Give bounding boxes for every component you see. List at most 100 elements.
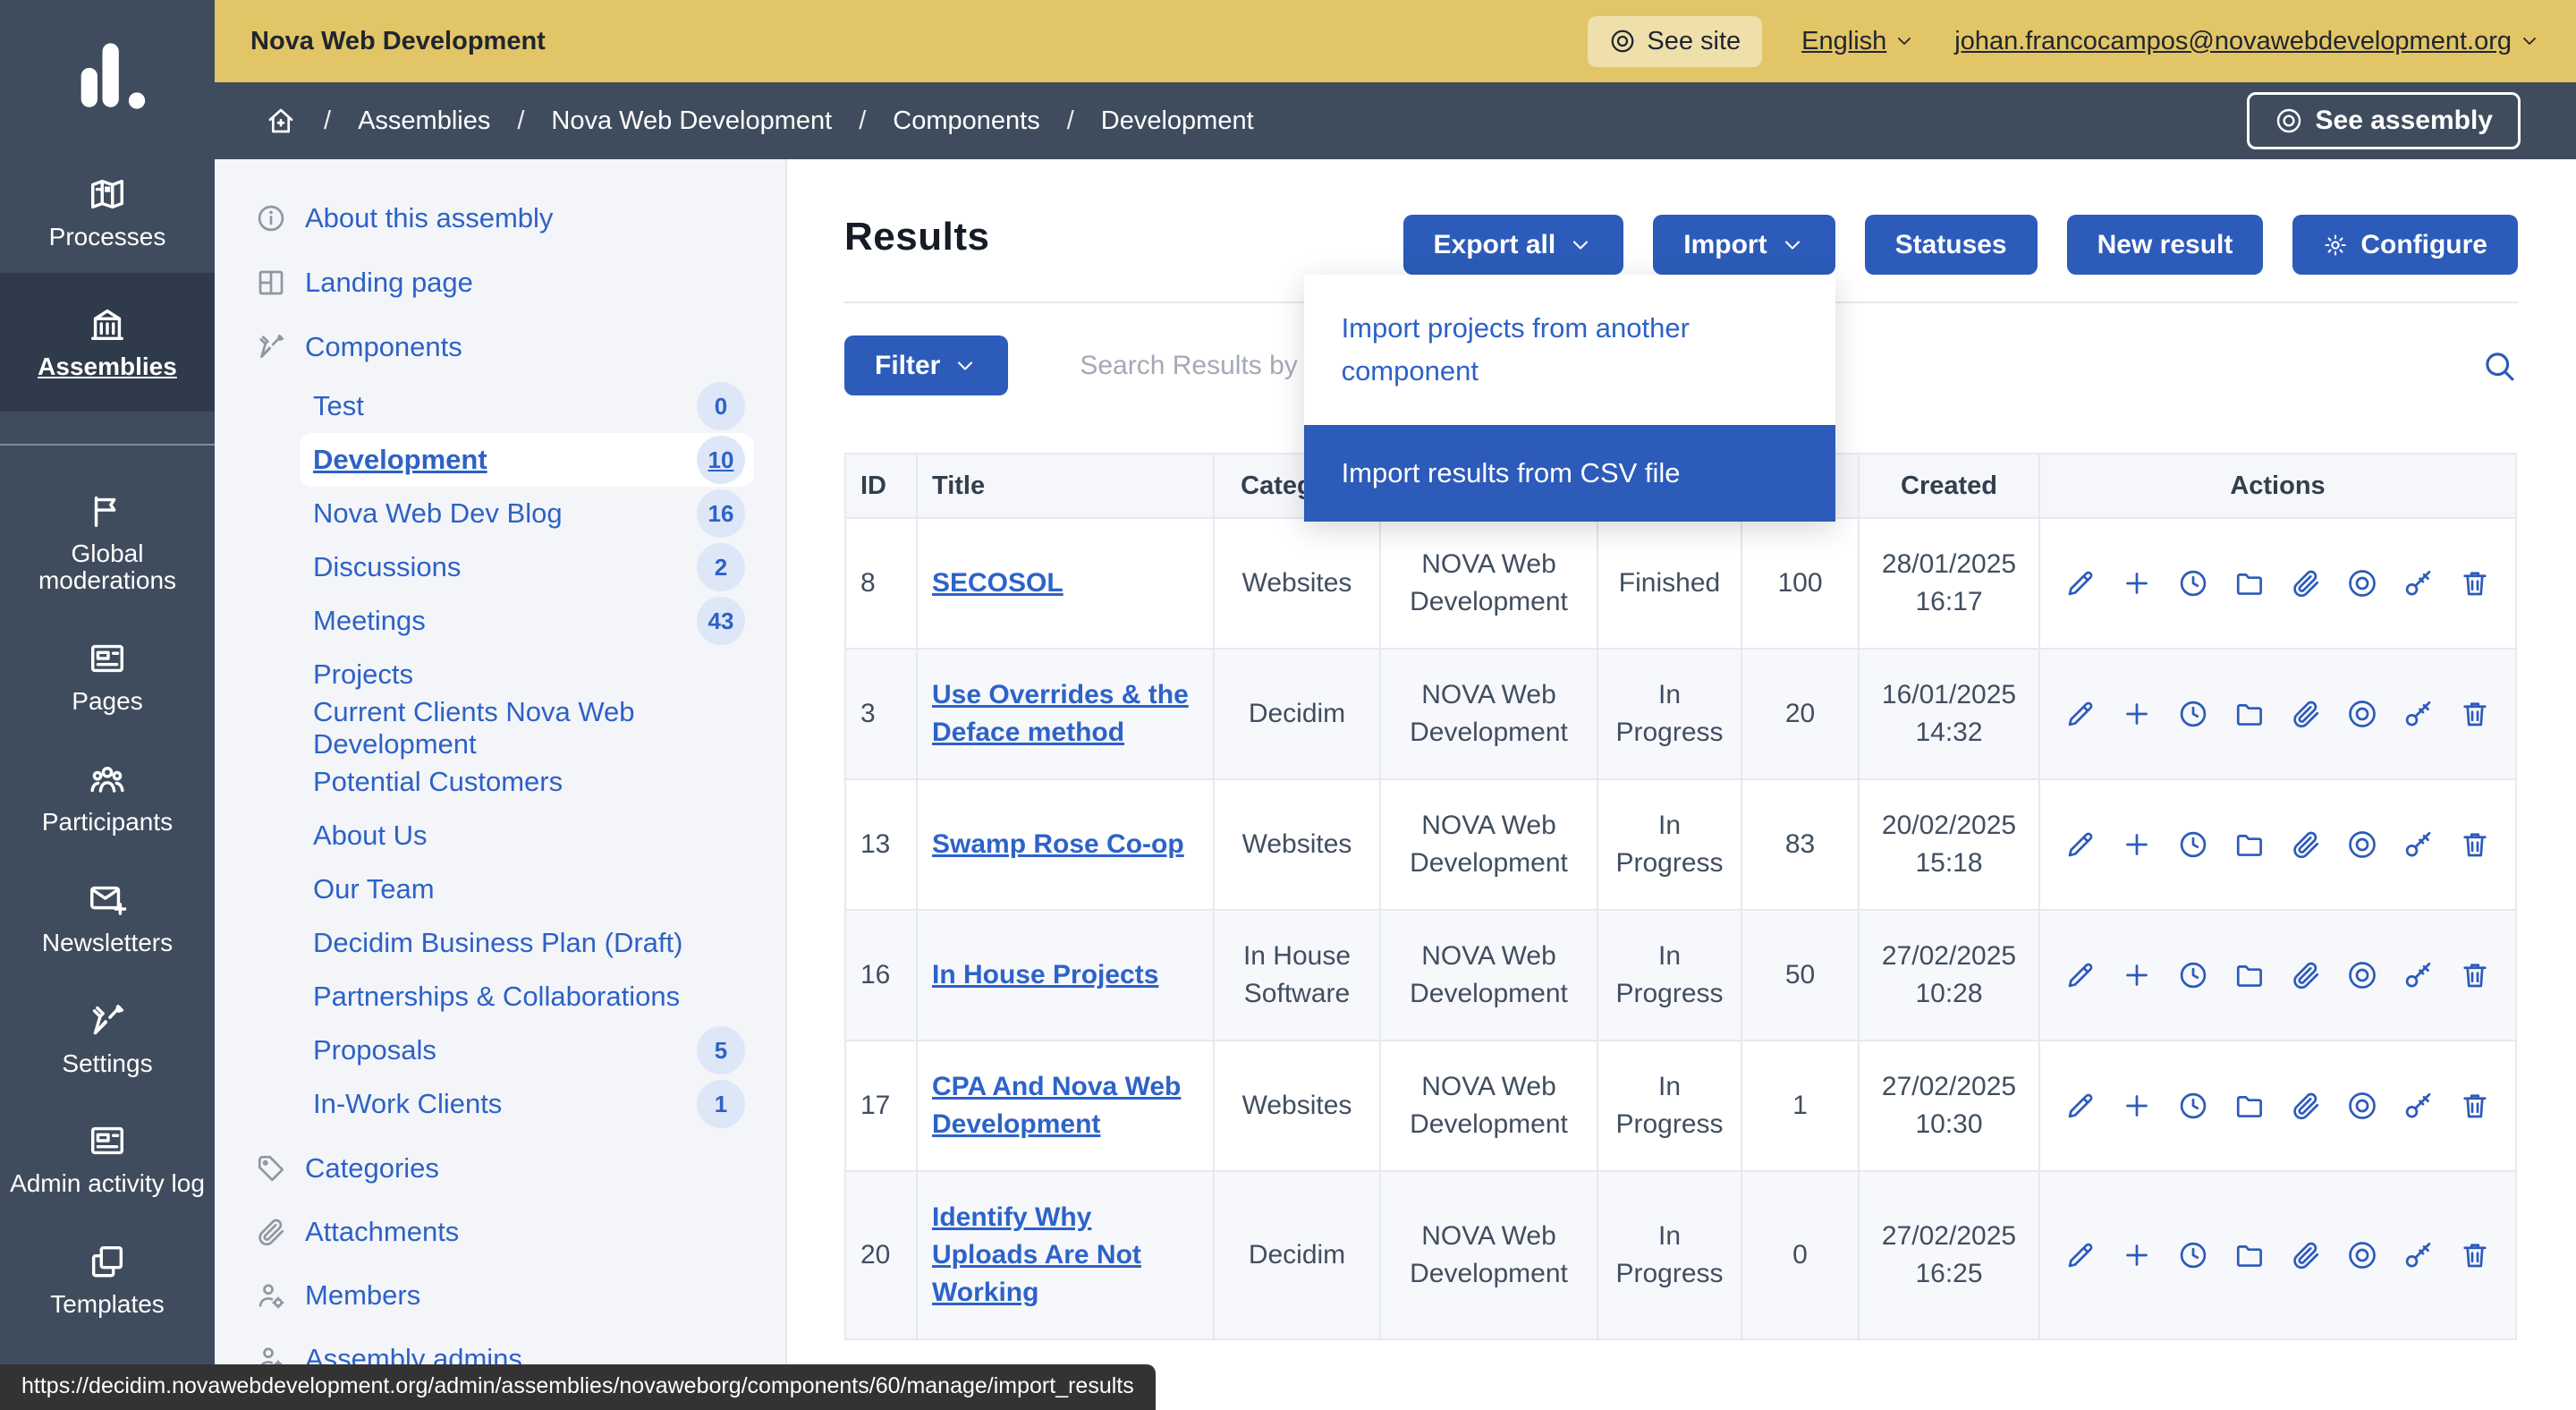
- component-list-item[interactable]: Partnerships & Collaborations: [215, 970, 754, 1024]
- delete-trash-icon[interactable]: [2459, 828, 2491, 861]
- preview-eye-icon[interactable]: [2346, 828, 2378, 861]
- delete-trash-icon[interactable]: [2459, 959, 2491, 991]
- sidebar-item-landing-page[interactable]: Landing page: [215, 251, 785, 315]
- attachments-paperclip-icon[interactable]: [2290, 1090, 2322, 1122]
- sidebar-item-newsletters[interactable]: Newsletters: [0, 858, 215, 979]
- permissions-key-icon[interactable]: [2402, 828, 2435, 861]
- column-header-created[interactable]: Created: [1859, 454, 2039, 518]
- history-clock-icon[interactable]: [2177, 698, 2209, 730]
- component-list-item[interactable]: Current Clients Nova Web Development: [215, 701, 754, 755]
- statuses-button[interactable]: Statuses: [1865, 215, 2038, 275]
- delete-trash-icon[interactable]: [2459, 698, 2491, 730]
- component-list-item[interactable]: Proposals 5: [215, 1024, 754, 1077]
- configure-button[interactable]: Configure: [2292, 215, 2518, 275]
- result-title-link[interactable]: In House Projects: [932, 960, 1158, 990]
- export-all-button[interactable]: Export all: [1403, 215, 1624, 275]
- preview-eye-icon[interactable]: [2346, 567, 2378, 599]
- attachments-paperclip-icon[interactable]: [2290, 828, 2322, 861]
- sidebar-item-settings[interactable]: Settings: [0, 979, 215, 1100]
- folder-icon[interactable]: [2233, 1090, 2266, 1122]
- sidebar-item-pages[interactable]: Pages: [0, 616, 215, 737]
- folder-icon[interactable]: [2233, 698, 2266, 730]
- add-plus-icon[interactable]: [2121, 1239, 2153, 1271]
- sidebar-item-templates[interactable]: Templates: [0, 1219, 215, 1340]
- component-list-item[interactable]: Our Team: [215, 862, 754, 916]
- sidebar-item-members[interactable]: Members: [215, 1263, 785, 1327]
- breadcrumb-item-components[interactable]: Components: [893, 106, 1039, 136]
- sidebar-item-admin-activity-log[interactable]: Admin activity log: [0, 1099, 215, 1219]
- home-icon[interactable]: [265, 105, 297, 137]
- org-logo[interactable]: [0, 0, 215, 152]
- component-list-item[interactable]: About Us: [215, 809, 754, 862]
- component-list-item[interactable]: Development 10: [300, 433, 754, 487]
- component-list-item[interactable]: Potential Customers: [215, 755, 754, 809]
- permissions-key-icon[interactable]: [2402, 959, 2435, 991]
- edit-pencil-icon[interactable]: [2064, 567, 2097, 599]
- result-title-link[interactable]: Swamp Rose Co-op: [932, 829, 1184, 859]
- edit-pencil-icon[interactable]: [2064, 698, 2097, 730]
- column-header-id[interactable]: ID: [845, 454, 917, 518]
- result-title-link[interactable]: Identify Why Uploads Are Not Working: [932, 1202, 1141, 1307]
- user-menu[interactable]: johan.francocampos@novawebdevelopment.or…: [1954, 27, 2540, 56]
- result-title-link[interactable]: Use Overrides & the Deface method: [932, 680, 1189, 747]
- preview-eye-icon[interactable]: [2346, 1090, 2378, 1122]
- filter-button[interactable]: Filter: [844, 336, 1008, 395]
- history-clock-icon[interactable]: [2177, 959, 2209, 991]
- attachments-paperclip-icon[interactable]: [2290, 698, 2322, 730]
- history-clock-icon[interactable]: [2177, 828, 2209, 861]
- history-clock-icon[interactable]: [2177, 1090, 2209, 1122]
- permissions-key-icon[interactable]: [2402, 698, 2435, 730]
- component-list-item[interactable]: Test 0: [215, 379, 754, 433]
- sidebar-item-categories[interactable]: Categories: [215, 1136, 785, 1200]
- history-clock-icon[interactable]: [2177, 1239, 2209, 1271]
- component-list-item[interactable]: Discussions 2: [215, 540, 754, 594]
- edit-pencil-icon[interactable]: [2064, 1239, 2097, 1271]
- result-title-link[interactable]: SECOSOL: [932, 568, 1063, 598]
- attachments-paperclip-icon[interactable]: [2290, 959, 2322, 991]
- add-plus-icon[interactable]: [2121, 828, 2153, 861]
- menu-item-import-results-csv[interactable]: Import results from CSV file: [1304, 425, 1835, 522]
- breadcrumb-item-assemblies[interactable]: Assemblies: [358, 106, 490, 136]
- component-list-item[interactable]: Meetings 43: [215, 594, 754, 648]
- folder-icon[interactable]: [2233, 959, 2266, 991]
- delete-trash-icon[interactable]: [2459, 1239, 2491, 1271]
- permissions-key-icon[interactable]: [2402, 1239, 2435, 1271]
- attachments-paperclip-icon[interactable]: [2290, 567, 2322, 599]
- breadcrumb-item-development[interactable]: Development: [1101, 106, 1254, 136]
- language-selector[interactable]: English: [1801, 27, 1915, 56]
- add-plus-icon[interactable]: [2121, 1090, 2153, 1122]
- permissions-key-icon[interactable]: [2402, 1090, 2435, 1122]
- sidebar-item-about-assembly[interactable]: About this assembly: [215, 186, 785, 251]
- menu-item-import-projects[interactable]: Import projects from another component: [1304, 275, 1835, 425]
- add-plus-icon[interactable]: [2121, 959, 2153, 991]
- sidebar-item-assemblies[interactable]: Assemblies: [0, 273, 215, 412]
- add-plus-icon[interactable]: [2121, 567, 2153, 599]
- delete-trash-icon[interactable]: [2459, 567, 2491, 599]
- attachments-paperclip-icon[interactable]: [2290, 1239, 2322, 1271]
- folder-icon[interactable]: [2233, 567, 2266, 599]
- component-list-item[interactable]: Decidim Business Plan (Draft): [215, 916, 754, 970]
- permissions-key-icon[interactable]: [2402, 567, 2435, 599]
- sidebar-item-participants[interactable]: Participants: [0, 737, 215, 858]
- folder-icon[interactable]: [2233, 828, 2266, 861]
- see-assembly-button[interactable]: See assembly: [2247, 92, 2521, 149]
- new-result-button[interactable]: New result: [2067, 215, 2264, 275]
- folder-icon[interactable]: [2233, 1239, 2266, 1271]
- sidebar-item-processes[interactable]: Processes: [0, 152, 215, 273]
- add-plus-icon[interactable]: [2121, 698, 2153, 730]
- sidebar-item-attachments[interactable]: Attachments: [215, 1200, 785, 1263]
- search-icon[interactable]: [2480, 347, 2518, 385]
- history-clock-icon[interactable]: [2177, 567, 2209, 599]
- see-site-button[interactable]: See site: [1588, 16, 1762, 67]
- result-title-link[interactable]: CPA And Nova Web Development: [932, 1072, 1181, 1139]
- component-list-item[interactable]: Nova Web Dev Blog 16: [215, 487, 754, 540]
- column-header-title[interactable]: Title: [917, 454, 1214, 518]
- edit-pencil-icon[interactable]: [2064, 1090, 2097, 1122]
- sidebar-item-global-moderations[interactable]: Global moderations: [0, 469, 215, 617]
- breadcrumb-item-assembly[interactable]: Nova Web Development: [551, 106, 832, 136]
- delete-trash-icon[interactable]: [2459, 1090, 2491, 1122]
- sidebar-item-components[interactable]: Components: [215, 315, 785, 379]
- preview-eye-icon[interactable]: [2346, 1239, 2378, 1271]
- preview-eye-icon[interactable]: [2346, 698, 2378, 730]
- import-button[interactable]: Import: [1653, 215, 1835, 275]
